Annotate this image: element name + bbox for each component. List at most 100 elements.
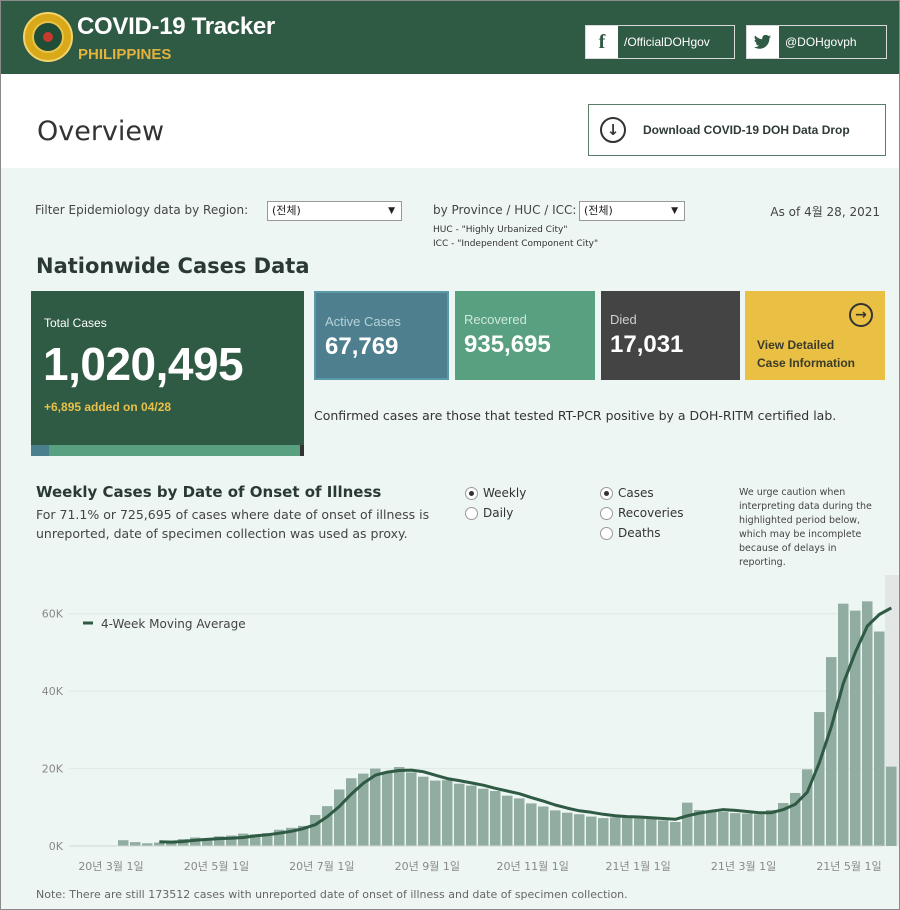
- bar[interactable]: [610, 817, 621, 846]
- view-detailed-case-button[interactable]: → View Detailed Case Information: [745, 291, 885, 380]
- bar[interactable]: [226, 835, 237, 846]
- radio-daily[interactable]: Daily: [465, 506, 513, 520]
- download-button-label: Download COVID-19 DOH Data Drop: [643, 123, 850, 137]
- download-data-drop-button[interactable]: ↓ Download COVID-19 DOH Data Drop: [588, 104, 886, 156]
- bar[interactable]: [622, 816, 633, 846]
- bar[interactable]: [250, 834, 261, 846]
- province-select[interactable]: (전체) ▼: [579, 201, 685, 221]
- bar[interactable]: [634, 818, 645, 846]
- died-card[interactable]: Died 17,031: [601, 291, 740, 380]
- bar[interactable]: [646, 818, 657, 846]
- bar[interactable]: [718, 811, 729, 846]
- bar[interactable]: [298, 825, 309, 846]
- bar[interactable]: [538, 806, 549, 846]
- radio-weekly-indicator: [465, 486, 478, 500]
- total-cases-card[interactable]: Total Cases 1,020,495 +6,895 added on 04…: [31, 291, 304, 456]
- bar[interactable]: [526, 803, 537, 846]
- bar[interactable]: [586, 816, 597, 846]
- bar[interactable]: [286, 827, 297, 846]
- bar[interactable]: [694, 809, 705, 846]
- chevron-down-icon: ▼: [388, 206, 395, 216]
- bar[interactable]: [778, 803, 789, 846]
- bar[interactable]: [826, 657, 837, 846]
- twitter-link[interactable]: @DOHgovph: [746, 25, 887, 59]
- active-cases-card[interactable]: Active Cases 67,769: [314, 291, 449, 380]
- province-filter-label: by Province / HUC / ICC:: [433, 203, 577, 217]
- bar[interactable]: [598, 818, 609, 846]
- bar[interactable]: [334, 789, 345, 846]
- bar[interactable]: [874, 631, 885, 846]
- bar[interactable]: [682, 802, 693, 846]
- bar[interactable]: [322, 806, 333, 846]
- bar[interactable]: [310, 815, 321, 846]
- bar[interactable]: [670, 821, 681, 846]
- bar[interactable]: [478, 788, 489, 846]
- radio-recoveries[interactable]: Recoveries: [600, 506, 684, 520]
- bar[interactable]: [658, 820, 669, 846]
- twitter-label: @DOHgovph: [785, 35, 857, 49]
- bar[interactable]: [346, 778, 357, 846]
- bar[interactable]: [394, 767, 405, 846]
- bar[interactable]: [142, 843, 153, 846]
- bar[interactable]: [454, 783, 465, 846]
- bar[interactable]: [730, 813, 741, 846]
- bar[interactable]: [562, 812, 573, 846]
- radio-cases[interactable]: Cases: [600, 486, 654, 500]
- bar[interactable]: [754, 814, 765, 846]
- radio-weekly[interactable]: Weekly: [465, 486, 526, 500]
- bar[interactable]: [886, 766, 897, 846]
- bar[interactable]: [214, 836, 225, 846]
- bar[interactable]: [766, 809, 777, 846]
- bar[interactable]: [154, 842, 165, 846]
- bar[interactable]: [406, 772, 417, 846]
- twitter-icon: [747, 26, 779, 58]
- region-filter-label: Filter Epidemiology data by Region:: [35, 203, 249, 217]
- bar[interactable]: [802, 769, 813, 846]
- bar[interactable]: [382, 772, 393, 846]
- bar[interactable]: [370, 768, 381, 846]
- bar[interactable]: [706, 810, 717, 846]
- y-tick-label: 20K: [42, 763, 64, 776]
- confirmed-cases-note: Confirmed cases are those that tested RT…: [314, 408, 837, 423]
- recovered-value: 935,695: [464, 331, 551, 358]
- bar[interactable]: [790, 792, 801, 846]
- bar[interactable]: [430, 780, 441, 846]
- nationwide-heading: Nationwide Cases Data: [36, 254, 310, 278]
- bar[interactable]: [862, 601, 873, 846]
- chevron-down-icon: ▼: [671, 206, 678, 216]
- bar[interactable]: [418, 776, 429, 846]
- header-bar: COVID-19 Tracker PHILIPPINES f /Official…: [1, 1, 899, 74]
- bar[interactable]: [502, 795, 513, 846]
- bar[interactable]: [814, 712, 825, 846]
- bar[interactable]: [490, 791, 501, 846]
- x-tick-label: 21년 5월 1일: [816, 859, 881, 873]
- caution-note: We urge caution when interpreting data d…: [739, 487, 872, 568]
- bar[interactable]: [514, 798, 525, 846]
- recovered-card[interactable]: Recovered 935,695: [455, 291, 595, 380]
- radio-cases-indicator: [600, 486, 613, 500]
- radio-deaths[interactable]: Deaths: [600, 526, 661, 540]
- bar[interactable]: [190, 837, 201, 846]
- facebook-icon: f: [586, 26, 618, 58]
- bar[interactable]: [466, 785, 477, 846]
- bar[interactable]: [550, 810, 561, 846]
- bar[interactable]: [742, 813, 753, 846]
- bar[interactable]: [838, 603, 849, 846]
- bar[interactable]: [238, 833, 249, 846]
- huc-note: HUC - "Highly Urbanized City": [433, 225, 568, 235]
- bar[interactable]: [358, 773, 369, 846]
- facebook-link[interactable]: f /OfficialDOHgov: [585, 25, 735, 59]
- bar[interactable]: [130, 842, 141, 846]
- radio-cases-label: Cases: [618, 486, 654, 500]
- x-tick-label: 20년 3월 1일: [78, 859, 143, 873]
- weekly-chart-title: Weekly Cases by Date of Onset of Illness: [36, 483, 382, 501]
- bar[interactable]: [850, 610, 861, 846]
- bar[interactable]: [118, 840, 129, 846]
- bar[interactable]: [274, 829, 285, 846]
- region-select[interactable]: (전체) ▼: [267, 201, 402, 221]
- bar[interactable]: [574, 814, 585, 846]
- bar[interactable]: [442, 780, 453, 846]
- bar[interactable]: [262, 833, 273, 846]
- bar[interactable]: [202, 839, 213, 846]
- download-circle-icon: ↓: [600, 117, 626, 143]
